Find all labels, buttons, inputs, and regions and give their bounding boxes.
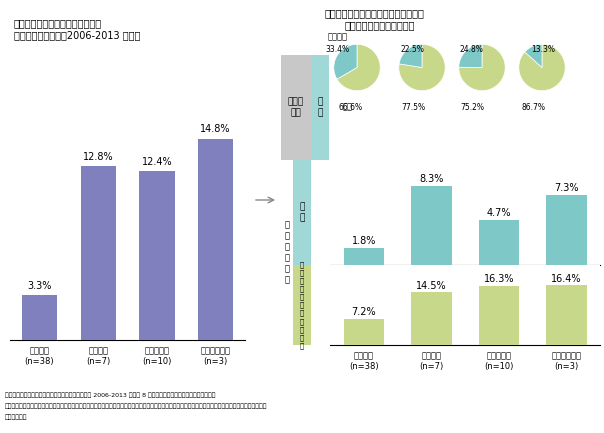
Bar (546, 195, 586, 265)
Text: 33.4%: 33.4% (325, 45, 349, 55)
Text: 資料：デロイト・トーマツ・コンサルティング株式会社「グローバル企業の海外展開及びリスク管理手法にかかる調査・分析」（経済産業省委託調査）から: 資料：デロイト・トーマツ・コンサルティング株式会社「グローバル企業の海外展開及び… (5, 403, 268, 409)
Bar (22, 295, 57, 340)
Text: 12.4%: 12.4% (141, 157, 172, 167)
Text: 日本以外: 日本以外 (328, 32, 348, 41)
Wedge shape (399, 44, 422, 68)
Text: 24.8%: 24.8% (459, 45, 483, 55)
Text: 7.2%: 7.2% (352, 307, 376, 317)
Text: 売
上
高
成
長
率: 売 上 高 成 長 率 (284, 220, 289, 285)
Text: 66.6%: 66.6% (339, 103, 363, 113)
Text: 3.3%: 3.3% (27, 281, 51, 291)
Wedge shape (459, 44, 505, 90)
Bar (80, 166, 116, 340)
Bar (411, 186, 452, 265)
Text: 14.5%: 14.5% (416, 281, 446, 291)
Wedge shape (525, 44, 542, 68)
Bar (140, 171, 175, 340)
Text: 備考：日本及びアジア大洋州地域の地域別売上高を 2006-2013 年度の 8 期連続で取得可能な企業を対象に集計。: 備考：日本及びアジア大洋州地域の地域別売上高を 2006-2013 年度の 8 … (5, 392, 216, 397)
Text: 16.3%: 16.3% (483, 274, 514, 284)
Text: 8.3%: 8.3% (419, 174, 443, 184)
Wedge shape (459, 44, 482, 68)
Text: アジア大洋州地域の売上高成長率: アジア大洋州地域の売上高成長率 (14, 18, 102, 28)
Text: 14.8%: 14.8% (201, 124, 231, 135)
Text: 日
本
以
外
の
ア
ジ
ア
大
洋
州: 日 本 以 外 の ア ジ ア 大 洋 州 (300, 261, 304, 349)
Text: 13.3%: 13.3% (531, 45, 555, 55)
Bar (411, 292, 452, 345)
Text: 日
本: 日 本 (300, 203, 304, 223)
Text: 75.2%: 75.2% (460, 103, 484, 113)
Text: 4.7%: 4.7% (486, 208, 511, 218)
Text: 86.7%: 86.7% (521, 103, 545, 113)
Text: 日
本: 日 本 (317, 97, 323, 117)
Wedge shape (334, 44, 357, 79)
Text: （年平均成長率）（2006-2013 年度）: （年平均成長率）（2006-2013 年度） (14, 30, 140, 40)
Bar (546, 285, 586, 345)
Text: 77.5%: 77.5% (401, 103, 425, 113)
Text: 売上高
比率: 売上高 比率 (288, 97, 304, 117)
Bar (344, 248, 384, 265)
Text: 作成。: 作成。 (5, 414, 28, 420)
Text: 日本と日本以外のアジア大洋州地域の: 日本と日本以外のアジア大洋州地域の (325, 8, 425, 18)
Wedge shape (337, 44, 380, 90)
Text: 22.5%: 22.5% (400, 45, 424, 55)
Text: 7.3%: 7.3% (554, 184, 579, 194)
Bar (478, 286, 519, 345)
Bar (344, 319, 384, 345)
Text: 12.8%: 12.8% (83, 152, 114, 162)
Text: 16.4%: 16.4% (551, 274, 582, 284)
Wedge shape (519, 44, 565, 90)
Text: 日本: 日本 (343, 102, 353, 111)
Text: 売上高比率と売上高成長率: 売上高比率と売上高成長率 (345, 20, 416, 30)
Text: 1.8%: 1.8% (352, 236, 376, 246)
Wedge shape (399, 44, 445, 90)
Bar (478, 220, 519, 265)
Bar (198, 139, 233, 340)
